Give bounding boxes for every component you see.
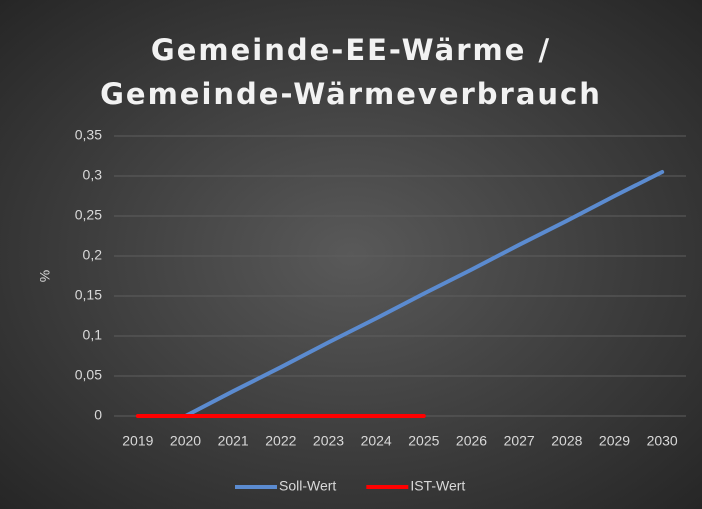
- y-tick-label: 0,2: [83, 247, 103, 263]
- y-tick-label: 0: [94, 407, 102, 423]
- y-tick-label: 0,1: [83, 327, 103, 343]
- x-tick-label: 2028: [551, 433, 582, 449]
- y-tick-label: 0,25: [75, 207, 102, 223]
- x-tick-label: 2030: [647, 433, 678, 449]
- chart-title: Gemeinde-EE-Wärme / Gemeinde-Wärmeverbra…: [100, 33, 602, 111]
- legend-label: IST-Wert: [410, 478, 465, 494]
- y-axis-label: %: [37, 270, 53, 282]
- x-tick-label: 2022: [265, 433, 296, 449]
- x-tick-label: 2020: [170, 433, 201, 449]
- legend-label: Soll-Wert: [279, 478, 336, 494]
- y-tick-label: 0,35: [75, 127, 102, 143]
- x-tick-label: 2019: [122, 433, 153, 449]
- x-tick-label: 2025: [408, 433, 439, 449]
- x-tick-label: 2023: [313, 433, 344, 449]
- x-tick-label: 2029: [599, 433, 630, 449]
- x-tick-label: 2021: [218, 433, 249, 449]
- x-tick-label: 2024: [361, 433, 392, 449]
- y-tick-label: 0,15: [75, 287, 102, 303]
- x-tick-label: 2026: [456, 433, 487, 449]
- y-tick-label: 0,3: [83, 167, 103, 183]
- series-line: [183, 170, 665, 418]
- x-tick-label: 2027: [504, 433, 535, 449]
- y-tick-label: 0,05: [75, 367, 102, 383]
